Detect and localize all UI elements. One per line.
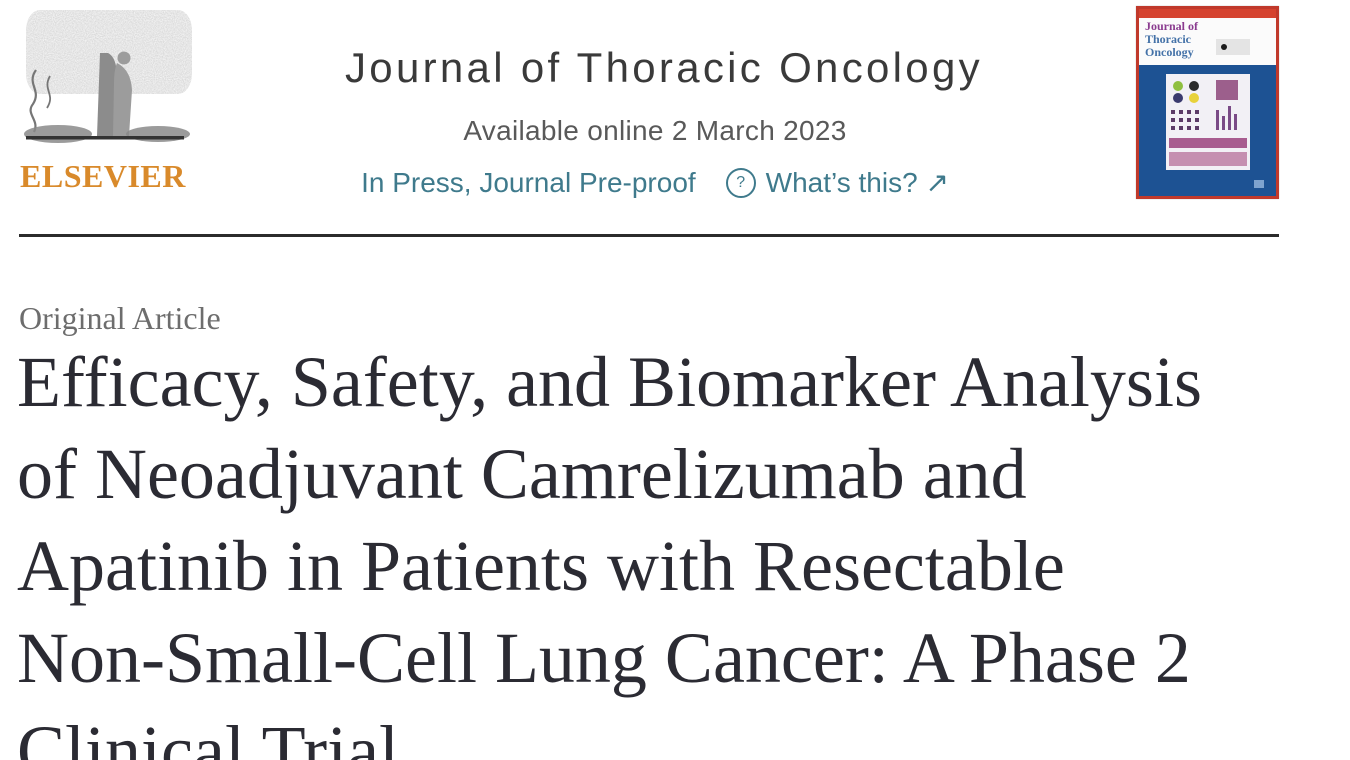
svg-text:Oncology: Oncology bbox=[1145, 45, 1194, 59]
svg-text:Thoracic: Thoracic bbox=[1145, 32, 1192, 46]
svg-text:Journal of: Journal of bbox=[1145, 19, 1199, 33]
